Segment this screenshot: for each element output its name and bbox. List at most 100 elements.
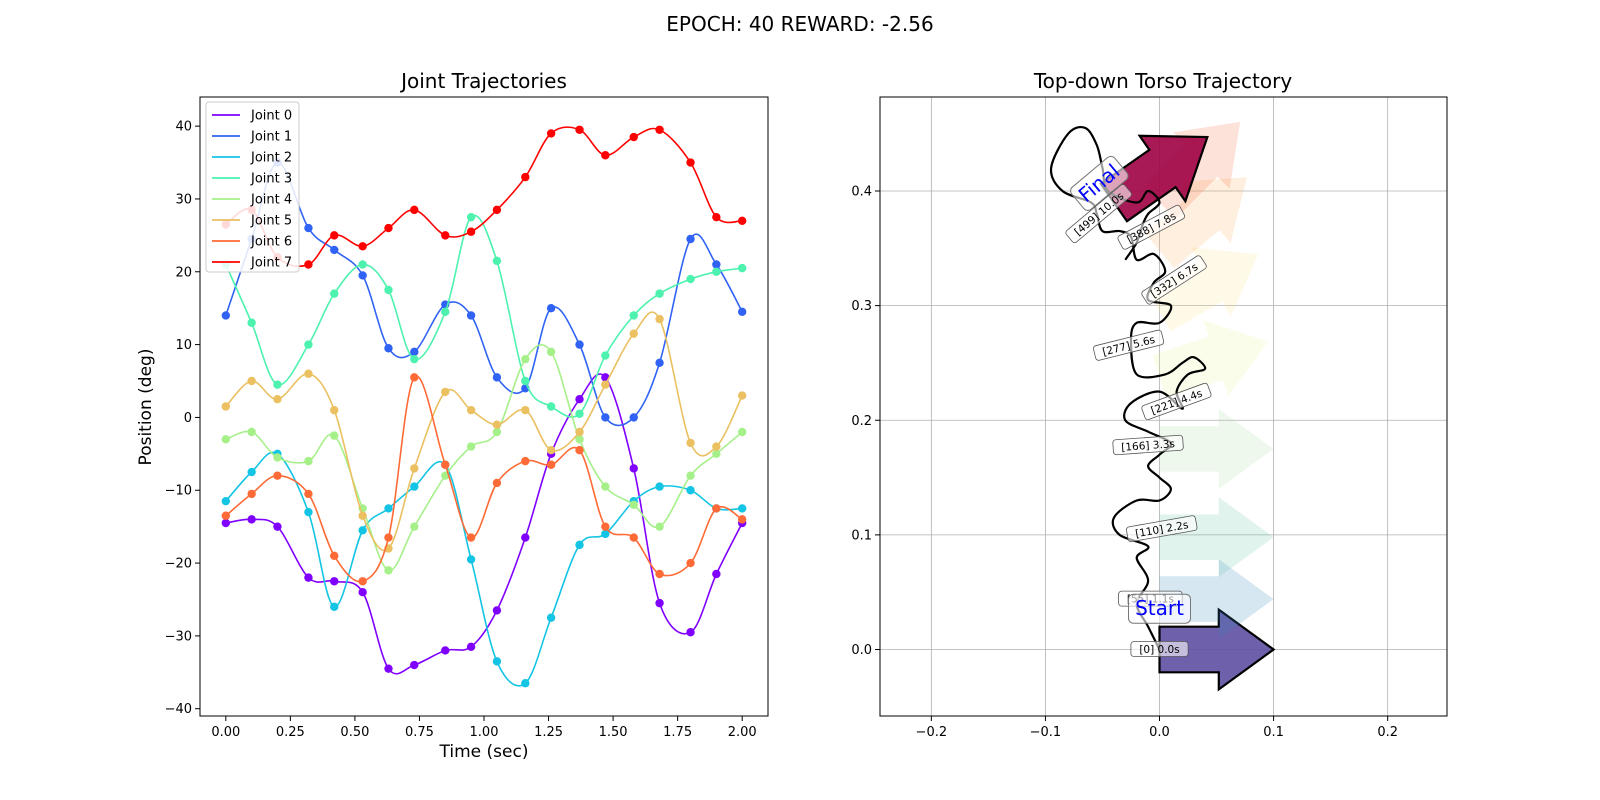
data-point-joint-7 xyxy=(712,212,721,222)
data-point-joint-0 xyxy=(655,598,664,608)
data-point-joint-6 xyxy=(655,569,664,579)
y-tick-label: 40 xyxy=(175,120,192,135)
data-point-joint-5 xyxy=(737,391,747,400)
waypoint-label-box xyxy=(1141,255,1207,305)
y-tick-label: 0.3 xyxy=(851,299,872,314)
waypoint-label-0: [0] 0.0s xyxy=(1130,641,1189,657)
data-point-joint-5 xyxy=(629,329,638,338)
joint-chart-title: Joint Trajectories xyxy=(399,69,567,93)
series-line-joint-4 xyxy=(225,344,743,572)
data-point-joint-2 xyxy=(247,467,256,477)
data-point-joint-5 xyxy=(655,314,664,324)
legend-label: Joint 1 xyxy=(250,130,292,145)
data-point-joint-6 xyxy=(441,460,450,469)
y-tick-label: −30 xyxy=(165,629,192,644)
data-point-joint-3 xyxy=(410,354,419,364)
legend-box xyxy=(205,101,300,273)
data-point-joint-4 xyxy=(737,427,747,437)
data-point-joint-1 xyxy=(304,223,313,233)
data-point-joint-0 xyxy=(384,664,393,673)
data-point-joint-5 xyxy=(273,395,282,404)
waypoint-label-box xyxy=(1093,329,1165,361)
waypoint-label-box xyxy=(1130,641,1189,657)
data-point-joint-6 xyxy=(304,489,313,499)
data-point-joint-3 xyxy=(546,402,556,411)
data-point-joint-1 xyxy=(384,344,393,353)
orientation-arrow-5 xyxy=(1148,247,1259,332)
data-point-joint-3 xyxy=(247,318,256,327)
joint-chart-series xyxy=(221,125,747,688)
data-point-joint-2 xyxy=(521,679,530,688)
data-point-joint-6 xyxy=(466,533,476,542)
data-point-joint-7 xyxy=(546,129,556,138)
orientation-arrow-4 xyxy=(1152,320,1269,399)
data-point-joint-2 xyxy=(410,482,419,491)
data-point-joint-6 xyxy=(492,478,502,488)
data-point-joint-1 xyxy=(712,260,721,269)
y-tick-label: 30 xyxy=(175,192,192,207)
legend-label: Joint 0 xyxy=(250,109,292,124)
data-point-joint-4 xyxy=(686,471,695,480)
data-point-joint-4 xyxy=(655,522,664,531)
data-point-joint-2 xyxy=(358,526,367,535)
data-point-joint-5 xyxy=(575,427,584,437)
series-line-joint-1 xyxy=(225,161,743,427)
data-point-joint-4 xyxy=(221,435,231,444)
x-tick-label: −0.2 xyxy=(916,725,948,740)
x-tick-label: 2.00 xyxy=(728,725,757,740)
data-point-joint-2 xyxy=(686,486,695,495)
data-point-joint-4 xyxy=(247,427,256,437)
data-point-joint-5 xyxy=(441,387,450,397)
orientation-arrow-3 xyxy=(1159,409,1274,489)
data-point-joint-7 xyxy=(655,125,664,134)
waypoint-label-box xyxy=(1141,382,1212,421)
data-point-joint-2 xyxy=(546,613,556,622)
y-tick-label: 0.1 xyxy=(851,528,872,543)
data-point-joint-2 xyxy=(221,496,231,506)
orientation-arrow-0 xyxy=(1158,607,1276,692)
data-point-joint-0 xyxy=(410,660,419,670)
x-tick-label: 0.2 xyxy=(1377,725,1398,740)
data-point-joint-0 xyxy=(304,573,313,582)
data-point-joint-4 xyxy=(629,500,638,510)
data-point-joint-6 xyxy=(247,489,256,499)
legend-label: Joint 4 xyxy=(250,193,292,208)
data-point-joint-4 xyxy=(492,427,502,437)
waypoint-label-box xyxy=(1065,184,1132,243)
data-point-joint-6 xyxy=(384,533,393,542)
data-point-joint-5 xyxy=(601,380,610,389)
data-point-joint-6 xyxy=(629,533,638,542)
legend-label: Joint 5 xyxy=(250,214,292,229)
x-tick-label: 0.0 xyxy=(1149,725,1170,740)
data-point-joint-1 xyxy=(629,413,638,422)
data-point-joint-5 xyxy=(330,405,339,415)
data-point-joint-7 xyxy=(575,125,584,134)
data-point-joint-4 xyxy=(410,522,419,531)
series-line-joint-2 xyxy=(225,451,743,687)
data-point-joint-3 xyxy=(304,340,313,349)
data-point-joint-0 xyxy=(492,606,502,615)
torso-trajectory-panel: Top-down Torso Trajectory −0.2 −0.1 0.0 0.1… xyxy=(851,69,1448,740)
data-point-joint-6 xyxy=(601,522,610,531)
data-point-joint-2 xyxy=(492,657,502,666)
data-point-joint-1 xyxy=(655,358,664,368)
data-point-joint-3 xyxy=(521,376,530,386)
data-point-joint-2 xyxy=(575,540,584,550)
data-point-joint-1 xyxy=(330,245,339,255)
data-point-joint-5 xyxy=(466,405,476,415)
torso-chart-title: Top-down Torso Trajectory xyxy=(1033,69,1292,93)
data-point-joint-2 xyxy=(384,504,393,513)
x-tick-label: −0.1 xyxy=(1030,725,1062,740)
joint-chart-ticks: 0.00 0.25 0.50 0.75 1.00 1.25 1.50 1.75 2.00 −40 −… xyxy=(165,120,757,740)
final-label-box xyxy=(1070,155,1129,211)
data-point-joint-0 xyxy=(686,628,695,637)
data-point-joint-7 xyxy=(629,132,638,142)
data-point-joint-7 xyxy=(521,172,530,182)
figure-title: EPOCH: 40 REWARD: -2.56 xyxy=(666,12,933,36)
waypoint-label-box xyxy=(1126,515,1198,543)
data-point-joint-6 xyxy=(410,373,419,382)
waypoint-label-text: [166] 3.3s xyxy=(1121,438,1175,454)
y-tick-label: −40 xyxy=(165,702,192,717)
data-point-joint-6 xyxy=(575,445,584,455)
